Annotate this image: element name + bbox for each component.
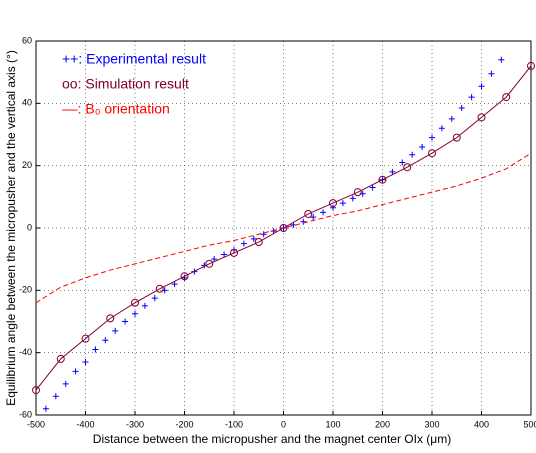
point (330, 204, 336, 211)
point (52, 393, 59, 400)
point (458, 105, 465, 112)
point (300, 218, 307, 225)
x-tick-label: 300 (424, 419, 439, 429)
point (56, 354, 65, 363)
x-tick-label: -500 (27, 419, 45, 429)
point (112, 327, 119, 334)
point (260, 231, 267, 238)
point (254, 238, 263, 247)
point (42, 405, 49, 412)
point (320, 209, 327, 216)
x-tick-label: 400 (474, 419, 489, 429)
point (171, 281, 178, 288)
x-axis-label: Distance between the micropusher and the… (93, 432, 451, 446)
y-tick-label: -60 (19, 409, 32, 419)
point (419, 143, 426, 150)
point (498, 56, 505, 63)
point (389, 168, 396, 175)
point (448, 115, 455, 122)
point (527, 61, 535, 70)
point (72, 368, 79, 375)
point (92, 346, 99, 353)
point (369, 184, 376, 191)
x-tick-label: 500 (523, 419, 536, 429)
point (221, 251, 228, 258)
point (131, 298, 139, 307)
point (428, 149, 436, 158)
x-tick-label: -100 (225, 419, 243, 429)
y-tick-label: 20 (22, 160, 32, 170)
point (353, 188, 362, 197)
point (250, 235, 257, 242)
point (399, 159, 406, 166)
x-tick-label: -200 (175, 419, 193, 429)
point (106, 314, 115, 323)
y-tick-label: -40 (19, 347, 32, 357)
point (304, 209, 313, 218)
point (81, 334, 90, 343)
point (403, 163, 412, 172)
series-line (35, 152, 532, 304)
point (349, 195, 356, 202)
point (62, 380, 69, 387)
point (205, 259, 214, 268)
x-tick-label: 100 (325, 419, 340, 429)
point (155, 284, 164, 293)
x-tick-label: 0 (281, 419, 286, 429)
x-tick-label: 200 (375, 419, 390, 429)
point (82, 359, 89, 366)
y-tick-label: -20 (19, 285, 32, 295)
x-tick-label: -300 (126, 419, 144, 429)
point (122, 318, 129, 325)
legend-entry: ++: Experimental result (62, 51, 206, 67)
point (180, 272, 189, 281)
y-axis-label: Equilibrium angle between the micropushe… (4, 50, 18, 406)
point (478, 83, 485, 90)
legend-entry: ––: B₀ orientation (62, 101, 170, 117)
point (132, 310, 138, 317)
point (151, 295, 158, 302)
point (141, 302, 148, 309)
point (502, 93, 511, 102)
point (429, 134, 435, 141)
point (230, 248, 238, 257)
point (32, 386, 40, 395)
point (102, 337, 109, 344)
x-tick-label: -400 (76, 419, 94, 429)
point (378, 175, 387, 184)
point (438, 125, 445, 132)
point (409, 151, 416, 158)
point (452, 133, 461, 142)
point (310, 214, 317, 221)
point (488, 70, 495, 77)
point (339, 200, 346, 207)
y-tick-label: 60 (22, 35, 32, 45)
point (329, 199, 337, 208)
y-tick-label: 40 (22, 98, 32, 108)
point (477, 113, 486, 122)
y-tick-label: 0 (27, 222, 32, 232)
point (468, 94, 475, 101)
legend-entry: oo: Simulation result (62, 76, 189, 92)
plot-frame (35, 40, 532, 416)
point (279, 224, 288, 232)
point (240, 240, 247, 247)
